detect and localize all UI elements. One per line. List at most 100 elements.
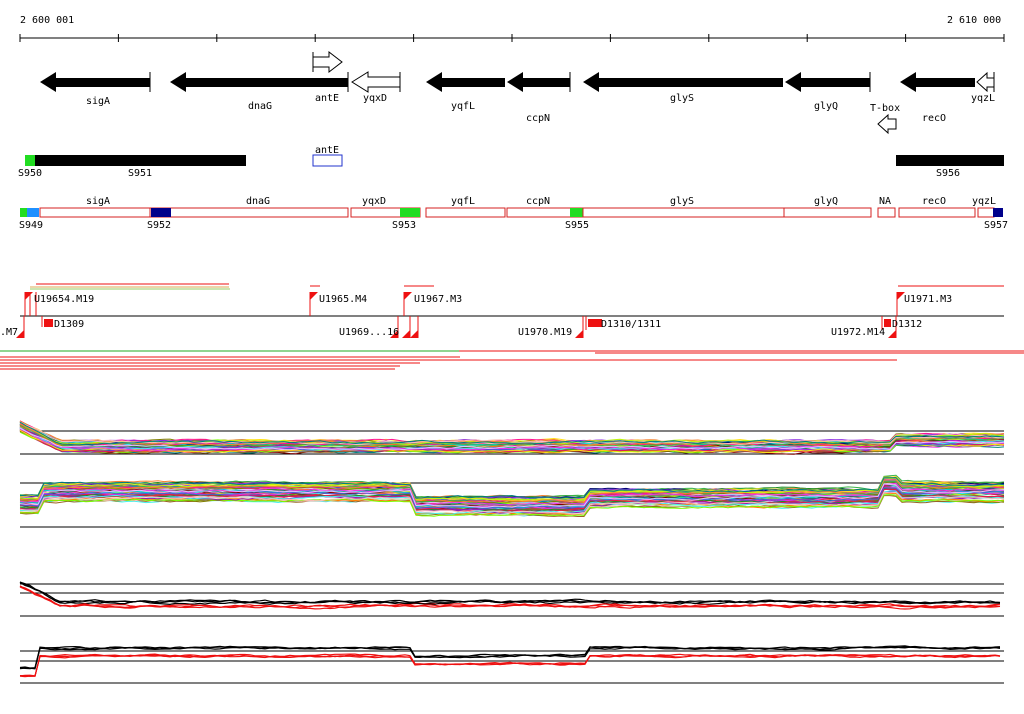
profile-series-lower: [19, 476, 1005, 502]
box-yqzl[interactable]: [977, 207, 995, 218]
segment-s951[interactable]: [35, 155, 246, 166]
segment-ante-box[interactable]: [312, 154, 343, 167]
box-dnag[interactable]: [149, 207, 349, 218]
segment-label-ante: antE: [315, 145, 339, 156]
transcript-label-u1972: U1972.M14: [831, 327, 885, 338]
box-na[interactable]: [877, 207, 896, 218]
marker-s955-green[interactable]: [570, 208, 583, 217]
segment-label-s951: S951: [128, 168, 152, 179]
box-label-reco: recO: [922, 196, 946, 207]
gene-label-ante: antE: [315, 93, 339, 104]
terminator-d1310[interactable]: [588, 319, 602, 327]
gene-label-glys: glyS: [670, 93, 694, 104]
segment-s956[interactable]: [896, 155, 1004, 166]
profile-series-lower: [19, 476, 1005, 499]
gene-arrow-siga[interactable]: [40, 72, 150, 92]
gene-arrow-yqxd[interactable]: [351, 71, 401, 93]
marker-s949-blue[interactable]: [27, 208, 39, 217]
transcript-label-u1965: U1965.M4: [319, 294, 367, 305]
segment-box-track: sigA dnaG yqxD yqfL ccpN glyS glyQ NA re…: [19, 196, 1008, 231]
summary-series-lower: [19, 653, 1001, 677]
box-label-dnag: dnaG: [246, 196, 270, 207]
gene-track: sigA dnaG antE yqxD yqfL ccpN glyS glyQ …: [40, 50, 995, 135]
gene-arrow-ante[interactable]: [312, 50, 343, 74]
transcript-track: .M7 U19654.M19 U1965.M4 U1967.M3 U1971.M…: [0, 283, 1024, 370]
transcript-label-u1970: U1970.M19: [518, 327, 572, 338]
gene-arrow-glyq[interactable]: [785, 72, 870, 92]
terminator-triangle: [16, 330, 24, 338]
summary-series-lower: [19, 645, 1001, 669]
marker-s949-green[interactable]: [20, 208, 27, 217]
gene-arrow-dnag[interactable]: [170, 72, 348, 92]
promoter-flag-head: [25, 292, 33, 300]
box-label-ccpn: ccpN: [526, 196, 550, 207]
marker-s953-green[interactable]: [400, 208, 420, 217]
profile-series-upper: [19, 429, 1004, 454]
terminator-d1309[interactable]: [44, 319, 53, 327]
box-label-glyq: glyQ: [814, 196, 838, 207]
transcript-label-u1971: U1971.M3: [904, 294, 952, 305]
gene-label-glyq: glyQ: [814, 101, 838, 112]
box-glys[interactable]: [582, 207, 785, 218]
transcript-label-d1309: D1309: [54, 319, 84, 330]
coordinate-ruler: 2 600 001 2 610 000: [19, 15, 1005, 42]
terminator-d1312[interactable]: [884, 319, 891, 327]
segment-label-s952: S952: [147, 220, 171, 231]
gene-label-ccpn: ccpN: [526, 113, 550, 124]
box-glyq[interactable]: [783, 207, 872, 218]
transcript-label-u19654: U19654.M19: [34, 294, 94, 305]
profile-series-upper: [19, 427, 1005, 451]
terminator-triangle: [888, 330, 896, 338]
gene-label-siga: sigA: [86, 96, 110, 107]
box-yqfl[interactable]: [425, 207, 506, 218]
summary-series-lower: [19, 653, 1001, 677]
box-label-siga: sigA: [86, 196, 110, 207]
expression-profile-track: [19, 420, 1005, 528]
ruler-end-label: 2 610 000: [947, 15, 1001, 26]
promoter-flag-head: [404, 292, 412, 300]
transcript-label-u1969: U1969...16: [339, 327, 399, 338]
box-label-yqxd: yqxD: [362, 196, 386, 207]
profile-series-lower: [19, 483, 1005, 508]
gene-arrow-yqzl[interactable]: [976, 71, 995, 93]
summary-series-lower: [19, 653, 1001, 678]
transcript-label-u1967: U1967.M3: [414, 294, 462, 305]
transcript-label-d1310: D1310/1311: [601, 319, 661, 330]
gene-arrow-tbox[interactable]: [877, 113, 897, 135]
gene-label-dnag: dnaG: [248, 101, 272, 112]
profile-series-lower: [19, 487, 1005, 509]
gene-label-yqfl: yqfL: [451, 101, 475, 112]
profile-series-lower: [19, 494, 1005, 517]
gene-arrow-yqfl[interactable]: [426, 72, 505, 92]
segment-s950-marker[interactable]: [25, 155, 35, 166]
box-siga[interactable]: [39, 207, 151, 218]
profile-series-lower: [19, 482, 1005, 506]
gene-label-yqzl: yqzL: [971, 93, 995, 104]
box-reco[interactable]: [898, 207, 976, 218]
ruler-ticks: [19, 34, 1005, 42]
summary-profile-lines: [19, 581, 1001, 678]
segment-label-s955: S955: [565, 220, 589, 231]
marker-s957-blue[interactable]: [993, 208, 1003, 217]
summary-profile-track: [19, 581, 1004, 684]
terminator-triangle: [575, 330, 583, 338]
box-label-glys: glyS: [670, 196, 694, 207]
segment-label-s956: S956: [936, 168, 960, 179]
expression-profile-lines: [19, 420, 1005, 517]
profile-series-lower: [19, 479, 1005, 503]
promoter-flags: [16, 292, 905, 338]
gene-arrow-ccpn[interactable]: [507, 72, 570, 92]
box-label-na: NA: [879, 196, 891, 207]
profile-series-lower: [19, 477, 1005, 501]
marker-s952-blue[interactable]: [151, 208, 171, 217]
segment-label-s957: S957: [984, 220, 1008, 231]
gene-arrow-glys[interactable]: [583, 72, 783, 92]
terminator-triangle: [410, 330, 418, 338]
gene-arrow-reco[interactable]: [900, 72, 975, 92]
promoter-flag-head: [310, 292, 318, 300]
terminator-triangle: [402, 330, 410, 338]
transcript-label-d1312: D1312: [892, 319, 922, 330]
gene-label-yqxd: yqxD: [363, 93, 387, 104]
profile-series-lower: [19, 488, 1005, 513]
